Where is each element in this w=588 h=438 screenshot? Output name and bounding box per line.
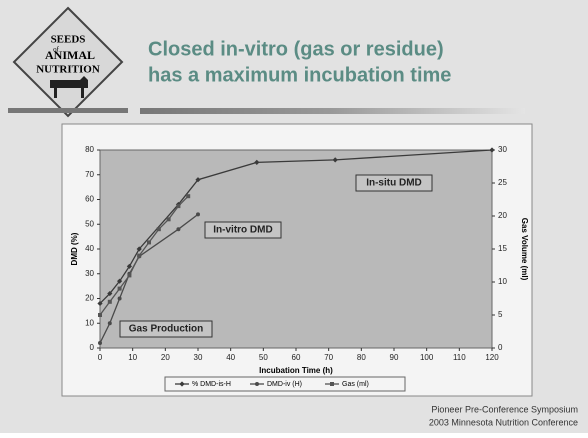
point [126,263,132,269]
y-tick-label: 40 [85,244,94,253]
point [254,159,260,165]
logo-text: SEEDS [51,34,86,46]
x-tick-label: 60 [292,353,301,362]
x-tick-label: 0 [98,353,103,362]
annotation: In-vitro DMD [213,225,272,236]
point [255,382,259,386]
annotation-box [355,174,433,192]
y2-tick-label: 10 [498,277,507,286]
annotation: Gas Production [129,324,203,335]
logo: SEEDS of ANIMAL NUTRITION [12,6,124,118]
point [176,227,181,232]
y2-tick-label: 20 [498,211,507,220]
point [137,253,142,258]
x-axis-label: Incubation Time (h) [259,366,333,375]
x-tick-label: 20 [161,353,170,362]
annotation-box [119,320,213,338]
logo-text: of [53,46,60,54]
y-tick-label: 60 [85,195,94,204]
point [156,227,161,232]
point [489,147,495,153]
y-tick-label: 30 [85,269,94,278]
x-tick-label: 50 [259,353,268,362]
x-tick-label: 10 [128,353,137,362]
footer: 2003 Minnesota Nutrition Conference [429,417,578,427]
point [147,240,151,245]
legend-label: Gas (ml) [342,381,369,388]
point [107,299,112,304]
footer: Pioneer Pre-Conference Symposium [431,404,578,414]
y2-tick-label: 0 [498,343,503,352]
y-tick-label: 20 [85,294,94,303]
y-axis-label: DMD (%) [70,232,79,265]
x-tick-label: 80 [357,353,366,362]
point [176,204,181,209]
point [195,177,201,183]
point [136,246,142,252]
x-tick-label: 30 [194,353,203,362]
x-tick-label: 90 [390,353,399,362]
point [196,212,200,217]
point [127,273,132,278]
y2-tick-label: 5 [498,310,503,319]
divider [8,108,128,113]
logo-text: NUTRITION [36,64,100,76]
y-tick-label: 80 [85,145,94,154]
y-tick-label: 0 [90,343,95,352]
legend [164,376,406,392]
point [107,290,113,297]
point [98,341,102,346]
y-tick-label: 70 [85,170,94,179]
x-tick-label: 120 [485,353,499,362]
x-tick-label: 110 [453,353,466,362]
title: has a maximum incubation time [148,64,451,86]
point [97,300,103,307]
series-line [99,195,189,316]
point [166,217,171,222]
point [117,286,122,291]
point [117,296,122,301]
point [107,321,112,326]
annotation: In-situ DMD [366,178,422,189]
x-tick-label: 100 [420,353,434,362]
legend-label: % DMD-is-H [192,381,231,388]
point [179,381,185,387]
y-tick-label: 10 [85,318,94,327]
plot-area [99,149,493,349]
divider [140,108,525,114]
point [98,313,102,317]
point [332,157,338,163]
point [330,382,334,386]
x-tick-label: 70 [324,353,333,362]
y2-axis-label: Gas Volume (ml) [520,218,529,281]
y-tick-label: 50 [85,219,94,228]
logo-text: ANIMAL [45,48,95,62]
x-tick-label: 40 [226,353,235,362]
title: Closed in-vitro (gas or residue) [148,38,444,60]
point [117,278,123,284]
series-line [99,149,493,304]
legend-label: DMD-iv (H) [267,381,302,388]
y2-tick-label: 15 [498,244,507,253]
y2-tick-label: 25 [498,178,507,187]
y2-tick-label: 30 [498,145,507,154]
annotation-box [204,221,282,239]
point [186,194,191,199]
